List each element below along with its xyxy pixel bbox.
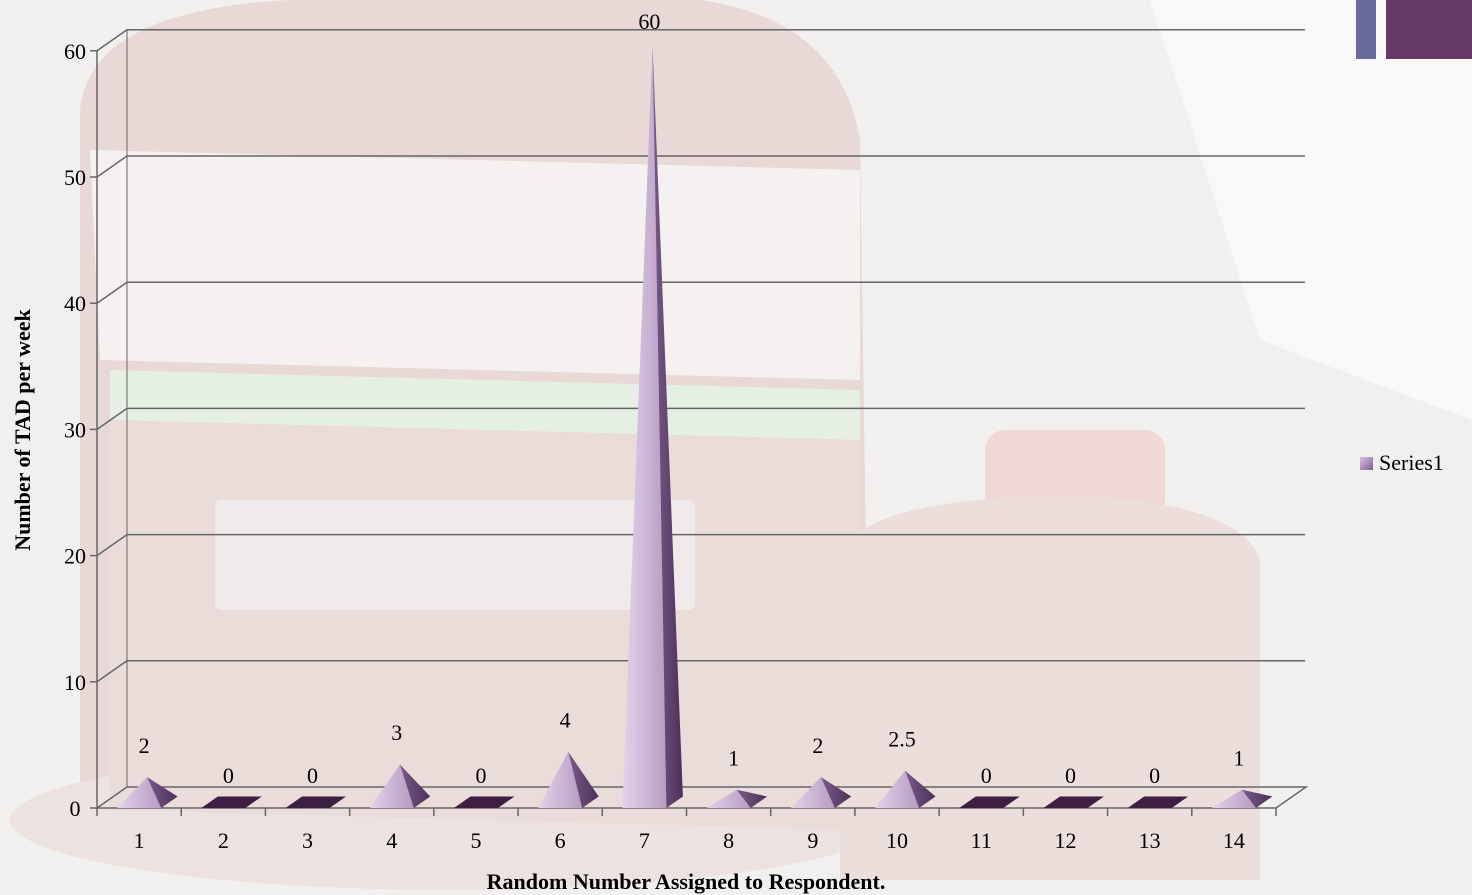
pyramid-front-face [622,45,667,808]
x-tick-label: 8 [723,828,734,853]
zero-marker [285,796,347,808]
pyramid-front-face [875,770,920,808]
pyramid-side-face [147,777,178,808]
legend: Series1 [1360,450,1444,476]
x-tick-label: 14 [1223,828,1245,853]
data-label: 1 [1233,745,1244,770]
pyramid-bar [201,796,262,808]
y-tick-label: 0 [70,796,81,821]
data-label: 2.5 [888,726,916,751]
pyramid-front-face [538,751,583,808]
data-label: 2 [812,733,823,758]
pyramid-bar [369,764,431,808]
y-tick-label: 10 [64,670,86,695]
gridline [96,407,1305,431]
data-label: 2 [139,733,150,758]
data-label: 4 [560,708,571,733]
corner-accent-purple [1386,0,1472,59]
x-tick-label: 11 [971,828,992,853]
pyramid-bar [117,777,178,808]
gridlines [96,29,1305,683]
pyramid-swatch-icon [1360,456,1373,470]
pyramid-front-face [706,789,751,808]
x-axis-ticks: 1 2 3 4 5 6 7 8 9 10 11 12 13 14 [96,808,1277,853]
pyramid-bar [285,796,347,808]
pyramid-bar [453,796,515,808]
pyramid-side-face [905,770,936,808]
x-tick-label: 10 [886,828,908,853]
zero-marker [959,796,1020,808]
floor-outline [94,786,1309,809]
zero-marker [1043,796,1104,808]
data-label: 0 [1149,763,1160,788]
corner-accent-blue [1356,0,1376,59]
pyramid-side-face [736,789,768,808]
gridline [96,533,1305,557]
pyramid-bar [1043,796,1104,808]
data-label: 0 [981,763,992,788]
data-label: 0 [475,763,486,788]
pyramid-bar [790,777,852,808]
gridline [96,281,1305,304]
x-tick-label: 4 [386,828,397,853]
x-tick-label: 9 [807,828,818,853]
y-axis-ticks: 0 10 20 30 40 50 60 [64,39,97,821]
pyramid-bar [1211,789,1273,808]
pyramid-front-face [117,777,162,808]
pyramid-bar [1127,796,1189,808]
data-marks [117,45,1273,808]
gridline [96,155,1305,178]
pyramid-side-face [399,764,431,808]
x-axis-title: Random Number Assigned to Respondent. [487,869,886,894]
pyramid-bar [875,770,936,808]
data-label: 0 [307,763,318,788]
x-tick-label: 6 [555,828,566,853]
data-label: 60 [638,9,660,34]
pyramid-side-face [1241,789,1273,808]
pyramid-bar [959,796,1020,808]
data-labels: 2 0 0 3 0 4 60 1 2 2.5 0 0 0 1 [139,9,1245,788]
x-tick-label: 13 [1139,828,1161,853]
pyramid-bar [622,45,683,808]
pyramid-side-face [652,45,683,808]
chart-walls [94,29,1309,809]
pyramid-bar [706,789,768,808]
x-tick-label: 7 [639,828,650,853]
y-tick-label: 30 [64,417,86,442]
x-tick-label: 3 [302,828,313,853]
y-tick-label: 50 [64,165,86,190]
gridline [96,29,1305,52]
x-tick-label: 5 [470,828,481,853]
pyramid-side-face [568,751,599,808]
zero-marker [201,796,262,808]
legend-label: Series1 [1379,450,1444,475]
gridline [96,660,1305,683]
zero-marker [1127,796,1189,808]
pyramid-front-face [790,777,835,808]
data-label: 0 [1065,763,1076,788]
x-tick-label: 2 [218,828,229,853]
pyramid-bar [538,751,599,808]
zero-marker [453,796,515,808]
y-tick-label: 20 [64,544,86,569]
data-label: 3 [391,720,402,745]
y-tick-label: 60 [64,39,86,64]
x-tick-label: 1 [134,828,145,853]
pyramid-front-face [1211,789,1256,808]
y-tick-label: 40 [64,291,86,316]
y-axis-title: Number of TAD per week [10,308,35,550]
x-tick-label: 12 [1054,828,1076,853]
pyramid-front-face [369,764,414,808]
data-label: 0 [223,763,234,788]
data-label: 1 [728,745,739,770]
pyramid-side-face [820,777,852,808]
